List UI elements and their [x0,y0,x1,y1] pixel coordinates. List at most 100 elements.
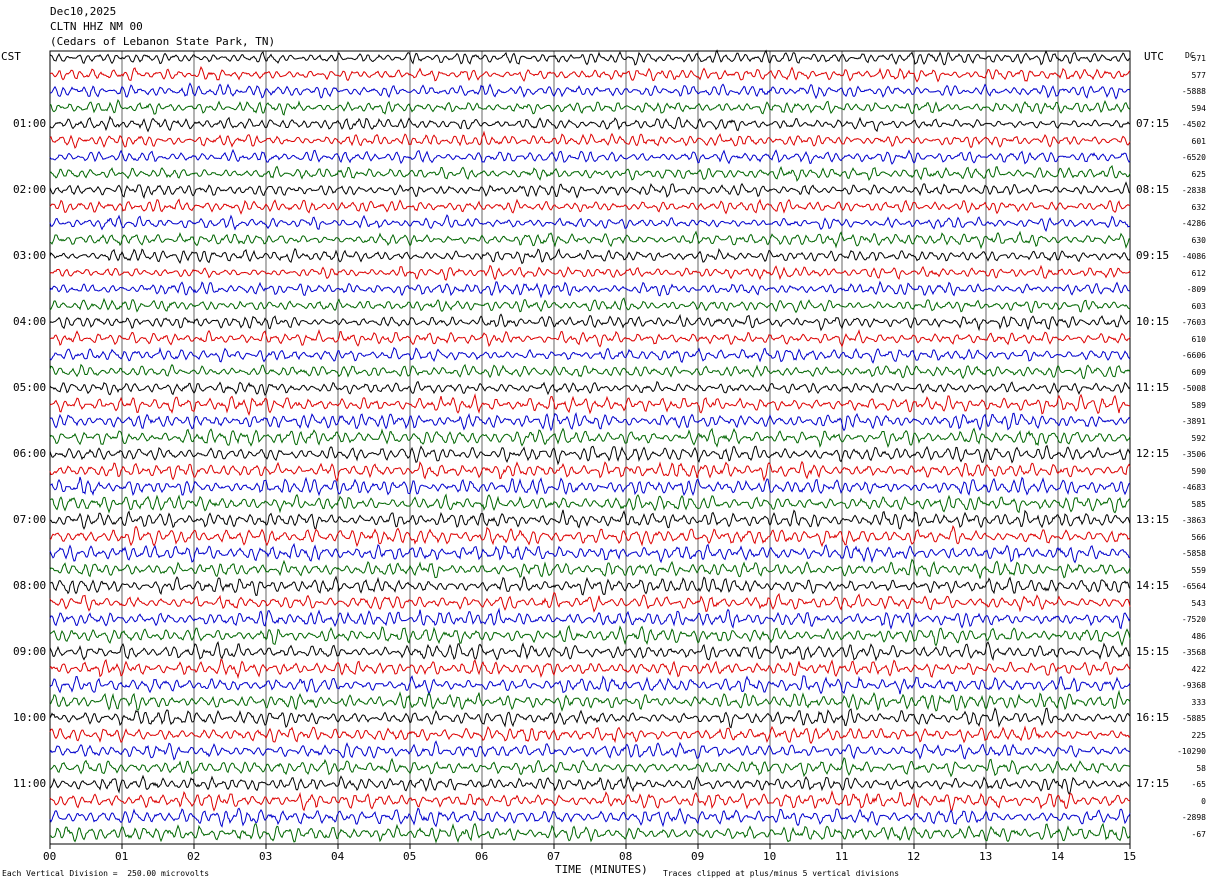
right-hour-label: 12:15 [1136,447,1170,460]
x-axis-title: TIME (MINUTES) [555,863,648,876]
left-hour-label: 11:00 [13,777,47,790]
scale-note: Each Vertical Division = 250.00 microvol… [2,869,210,878]
x-tick-label-04: 04 [331,850,345,863]
trace-row-12 [49,230,1131,250]
dc-offset-label: -67 [1191,829,1206,839]
dc-offset-label: 333 [1191,697,1206,707]
trace-row-21 [49,380,1131,396]
trace-row-31 [49,542,1131,564]
trace-row-13 [49,247,1131,265]
trace-row-25 [49,444,1131,466]
dc-offset-label: -6520 [1181,153,1206,162]
x-tick-label-02: 02 [187,850,201,863]
dc-offset-label: 589 [1191,400,1206,410]
x-tick-label-13: 13 [979,850,993,863]
dc-offset-label: -9368 [1181,681,1206,690]
x-ticks [49,844,1131,849]
trace-row-48 [49,822,1131,844]
trace-row-40 [49,689,1131,712]
dc-offset-label: 225 [1191,730,1206,740]
x-tick-label-05: 05 [403,850,417,863]
dc-offset-label: -7520 [1181,615,1206,624]
x-tick-label-03: 03 [259,850,273,863]
trace-row-24 [49,427,1131,448]
x-tick-label-07: 07 [547,850,561,863]
trace-row-41 [49,707,1131,729]
dc-offset-label: -809 [1186,285,1206,294]
x-tick-label-00: 00 [43,850,57,863]
trace-row-26 [49,460,1131,482]
trace-row-34 [49,591,1131,613]
x-tick-label-12: 12 [907,850,921,863]
dc-offset-label: 571 [1191,54,1206,63]
trace-row-4 [49,98,1131,116]
dc-offset-label: 590 [1191,466,1206,476]
x-tick-label-14: 14 [1051,850,1065,863]
dc-offset-label: 609 [1191,367,1206,377]
x-tick-label-08: 08 [619,850,633,863]
right-hour-label: 07:15 [1136,117,1170,130]
trace-row-20 [49,363,1131,380]
trace-row-17 [49,313,1131,332]
trace-row-9 [49,181,1131,200]
dc-label: DC [1185,51,1195,60]
dc-offset-label: 594 [1191,103,1206,113]
dc-offset-label: 630 [1191,235,1206,245]
dc-offset-label: -65 [1191,780,1206,789]
right-hour-label: 17:15 [1136,777,1170,790]
trace-row-35 [49,607,1131,630]
dc-offset-label: -4683 [1181,483,1206,492]
trace-row-33 [49,575,1131,597]
trace-row-45 [49,774,1131,795]
right-hour-label: 08:15 [1136,183,1170,196]
trace-row-36 [49,624,1131,647]
trace-row-30 [49,524,1131,548]
station-label: CLTN HHZ NM 00 [50,20,143,33]
right-timezone: UTC [1144,50,1164,63]
trace-row-6 [49,130,1131,149]
right-hour-label: 13:15 [1136,513,1170,526]
dc-offset-label: -5008 [1181,384,1206,393]
dc-offset-label: 559 [1191,565,1206,575]
dc-offset-label: 0 [1201,796,1206,806]
dc-offset-label: 625 [1191,169,1206,179]
dc-offset-label: -10290 [1177,747,1206,756]
left-hour-label: 10:00 [13,711,47,724]
dc-offset-label: -5888 [1181,87,1206,96]
clip-note: Traces clipped at plus/minus 5 vertical … [663,869,900,878]
x-tick-label-10: 10 [763,850,777,863]
left-hour-label: 04:00 [13,315,47,328]
plot-frame [49,50,1131,845]
left-hour-label: 09:00 [13,645,47,658]
left-hour-label: 07:00 [13,513,47,526]
x-tick-label-01: 01 [115,850,129,863]
dc-offset-label: -4286 [1181,219,1206,228]
trace-row-3 [49,82,1131,100]
trace-row-32 [49,558,1131,579]
dc-offset-label: -3506 [1181,450,1206,459]
dc-offset-label: 543 [1191,598,1206,608]
dc-offset-label: -4086 [1181,252,1206,261]
x-tick-label-06: 06 [475,850,489,863]
trace-row-5 [49,115,1131,133]
dc-offset-label: 612 [1191,268,1206,278]
right-hour-label: 14:15 [1136,579,1170,592]
dc-offset-label: 603 [1191,301,1206,311]
trace-row-37 [49,641,1131,662]
dc-offset-label: 486 [1191,631,1206,641]
left-hour-label: 01:00 [13,117,47,130]
trace-row-38 [49,658,1131,680]
trace-row-16 [49,297,1131,314]
dc-offset-label: -5885 [1181,714,1206,723]
right-hour-label: 09:15 [1136,249,1170,262]
trace-row-18 [49,328,1131,348]
minute-gridlines [121,51,1059,844]
trace-row-2 [49,65,1131,83]
trace-row-15 [49,280,1131,299]
trace-row-42 [49,725,1131,745]
trace-row-19 [49,346,1131,364]
dc-offset-label: -3891 [1181,417,1206,426]
trace-row-7 [49,148,1131,165]
dc-offset-label: 632 [1191,202,1206,212]
